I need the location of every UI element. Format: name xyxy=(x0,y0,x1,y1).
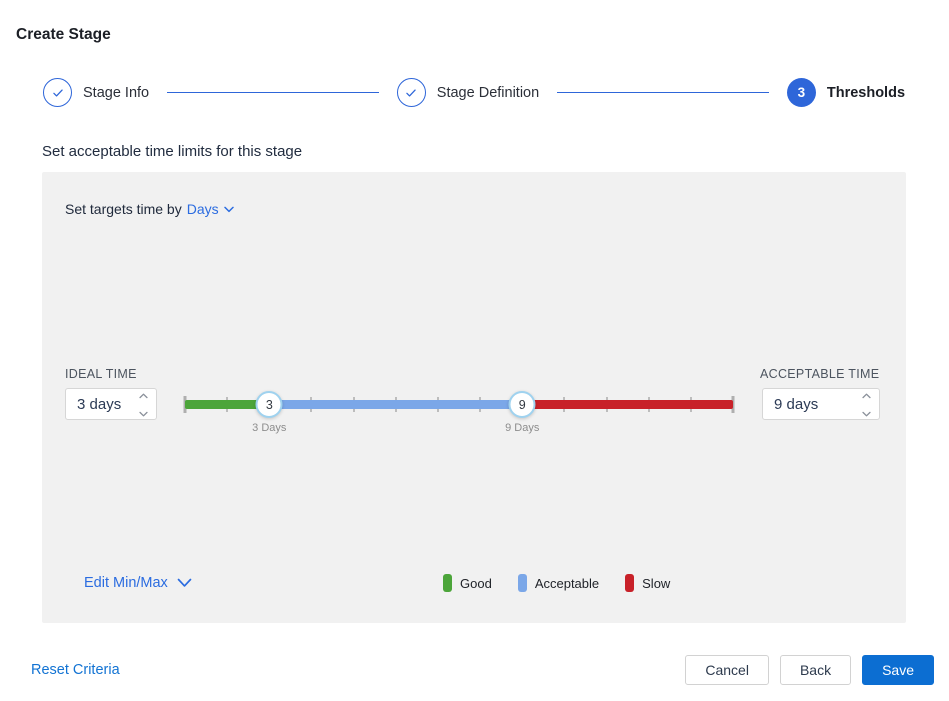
legend-label: Slow xyxy=(642,575,671,591)
page-title: Create Stage xyxy=(16,26,111,43)
spinner-down-icon[interactable] xyxy=(861,411,871,417)
stepper-step-thresholds[interactable]: 3 Thresholds xyxy=(786,78,906,107)
acceptable-time-input[interactable] xyxy=(763,389,879,419)
acceptable-handle-caption: 9 Days xyxy=(505,422,540,434)
step-complete-icon xyxy=(43,78,72,107)
acceptable-time-spinner xyxy=(860,393,872,417)
legend-item-slow: Slow xyxy=(625,574,670,592)
set-targets-label: Set targets time by xyxy=(65,201,182,217)
step-label: Stage Definition xyxy=(436,84,540,101)
stepper-connector xyxy=(557,92,769,93)
slow-swatch xyxy=(625,574,635,592)
slider-max-cap xyxy=(731,396,735,413)
slider-track[interactable] xyxy=(185,400,733,409)
ideal-handle-caption: 3 Days xyxy=(252,422,287,434)
legend-item-acceptable: Acceptable xyxy=(517,574,600,592)
good-swatch xyxy=(443,574,452,592)
spinner-down-icon[interactable] xyxy=(138,411,148,417)
acceptable-handle[interactable]: 9 xyxy=(508,391,536,418)
spinner-up-icon[interactable] xyxy=(138,393,148,399)
step-number-badge: 3 xyxy=(786,78,816,107)
step-complete-icon xyxy=(396,78,426,107)
ideal-time-label: IDEAL TIME xyxy=(65,367,137,381)
acceptable-time-field xyxy=(762,388,880,420)
reset-criteria-link[interactable]: Reset Criteria xyxy=(31,662,120,678)
stepper-connector xyxy=(167,92,379,93)
step-label: Stage Info xyxy=(83,84,150,101)
stepper: Stage Info Stage Definition 3 Thresholds xyxy=(43,78,905,107)
stepper-step-stage-definition[interactable]: Stage Definition xyxy=(396,78,540,107)
cancel-button[interactable]: Cancel xyxy=(685,655,769,685)
save-button[interactable]: Save xyxy=(862,655,934,685)
chevron-down-icon xyxy=(177,578,192,587)
edit-minmax-label: Edit Min/Max xyxy=(84,575,168,591)
time-unit-dropdown[interactable]: Days xyxy=(187,201,234,217)
stepper-step-stage-info[interactable]: Stage Info xyxy=(43,78,149,107)
ideal-handle[interactable]: 3 xyxy=(255,391,283,418)
set-targets-row: Set targets time by Days xyxy=(65,201,234,217)
legend-label: Good xyxy=(460,575,492,591)
acceptable-handle-value: 9 xyxy=(508,391,536,418)
thresholds-panel: Set targets time by Days IDEAL TIME 3 9 xyxy=(42,172,906,623)
ideal-time-field xyxy=(65,388,157,420)
acceptable-swatch xyxy=(517,574,527,592)
legend-item-good: Good xyxy=(443,574,492,592)
slider-segment-acceptable xyxy=(269,400,523,409)
spinner-up-icon[interactable] xyxy=(861,393,871,399)
slider-segment-good xyxy=(185,400,270,409)
slider-segment-slow xyxy=(522,400,733,409)
acceptable-time-label: ACCEPTABLE TIME xyxy=(760,367,880,381)
back-button[interactable]: Back xyxy=(779,655,852,685)
edit-minmax-link[interactable]: Edit Min/Max xyxy=(84,575,192,591)
footer-buttons: Cancel Back Save xyxy=(685,655,934,685)
step-label: Thresholds xyxy=(826,84,906,101)
ideal-time-spinner xyxy=(137,393,149,417)
section-subtitle: Set acceptable time limits for this stag… xyxy=(42,143,303,160)
slider-legend: Good Acceptable Slow xyxy=(443,574,670,592)
time-unit-value: Days xyxy=(186,201,219,217)
chevron-down-icon xyxy=(223,206,234,212)
ideal-handle-value: 3 xyxy=(255,391,283,418)
legend-label: Acceptable xyxy=(534,575,600,591)
threshold-slider: 3 9 3 Days 9 Days xyxy=(183,390,735,438)
